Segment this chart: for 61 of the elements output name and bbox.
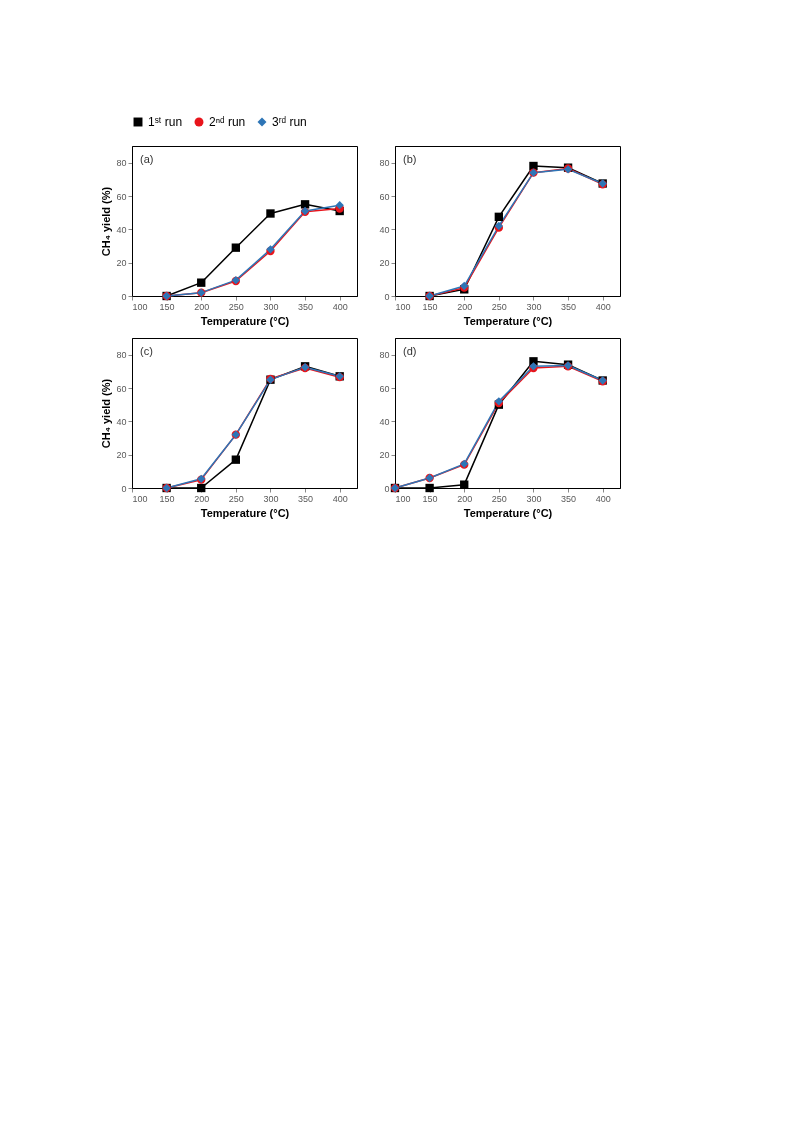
legend-label: 3ʳᵈ run: [272, 115, 307, 129]
y-tick-label: 60: [379, 383, 390, 394]
x-tick-label: 400: [595, 301, 611, 312]
y-tick-label: 40: [116, 416, 127, 427]
x-axis-title: Temperature (°C): [200, 314, 290, 327]
x-tick-label: 150: [422, 493, 438, 504]
x-tick-label: 200: [457, 301, 473, 312]
y-tick-label: 60: [116, 191, 127, 202]
x-tick-label: 250: [228, 301, 244, 312]
y-tick-label: 80: [379, 158, 390, 169]
x-tick-label: 200: [194, 301, 210, 312]
x-tick-label: 350: [561, 493, 577, 504]
x-tick-label: 150: [159, 301, 175, 312]
x-tick-label: 250: [491, 301, 507, 312]
y-tick-label: 80: [379, 350, 390, 361]
annotation: (b): [403, 153, 417, 165]
y-tick-label: 40: [379, 224, 390, 235]
y-tick-label: 80: [116, 158, 127, 169]
x-tick-label: 300: [263, 493, 279, 504]
x-axis-title: Temperature (°C): [200, 506, 290, 519]
x-tick-label: 350: [298, 493, 314, 504]
legend-label: 1ˢᵗ run: [148, 115, 183, 129]
y-tick-label: 80: [116, 350, 127, 361]
y-tick-label: 20: [116, 258, 127, 269]
x-tick-label: 250: [491, 493, 507, 504]
x-axis-title: Temperature (°C): [463, 314, 553, 327]
y-tick-label: 20: [116, 450, 127, 461]
y-tick-label: 0: [121, 483, 127, 494]
x-tick-label: 100: [395, 493, 411, 504]
y-tick-label: 20: [379, 450, 390, 461]
y-tick-label: 0: [121, 291, 127, 302]
x-tick-label: 300: [526, 301, 542, 312]
annotation: (d): [403, 345, 417, 357]
y-tick-label: 0: [384, 483, 390, 494]
x-axis-title: Temperature (°C): [463, 506, 553, 519]
y-tick-label: 20: [379, 258, 390, 269]
x-tick-label: 350: [298, 301, 314, 312]
x-tick-label: 200: [194, 493, 210, 504]
legend-label: 2ⁿᵈ run: [209, 115, 246, 129]
x-tick-label: 300: [263, 301, 279, 312]
x-tick-label: 100: [132, 493, 148, 504]
x-tick-label: 300: [526, 493, 542, 504]
x-tick-label: 400: [332, 493, 348, 504]
x-tick-label: 400: [332, 301, 348, 312]
annotation: (c): [140, 345, 153, 357]
x-tick-label: 150: [159, 493, 175, 504]
x-tick-label: 100: [132, 301, 148, 312]
x-tick-label: 350: [561, 301, 577, 312]
y-tick-label: 60: [379, 191, 390, 202]
y-axis-title: CH₄ yield (%): [100, 186, 113, 257]
x-tick-label: 150: [422, 301, 438, 312]
x-tick-label: 250: [228, 493, 244, 504]
y-tick-label: 60: [116, 383, 127, 394]
y-tick-label: 0: [384, 291, 390, 302]
y-axis-title: CH₄ yield (%): [100, 378, 113, 449]
x-tick-label: 100: [395, 301, 411, 312]
annotation: (a): [140, 153, 154, 165]
y-tick-label: 40: [116, 224, 127, 235]
y-tick-label: 40: [379, 416, 390, 427]
x-tick-label: 200: [457, 493, 473, 504]
x-tick-label: 400: [595, 493, 611, 504]
